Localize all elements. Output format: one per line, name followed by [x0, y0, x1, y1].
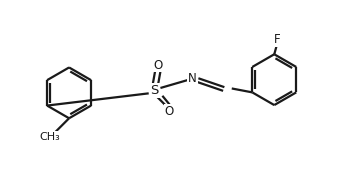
Text: F: F — [274, 33, 281, 46]
Text: N: N — [188, 72, 197, 85]
Text: O: O — [153, 58, 162, 72]
Text: CH₃: CH₃ — [40, 132, 61, 142]
Text: S: S — [150, 84, 159, 97]
Text: O: O — [165, 105, 174, 118]
